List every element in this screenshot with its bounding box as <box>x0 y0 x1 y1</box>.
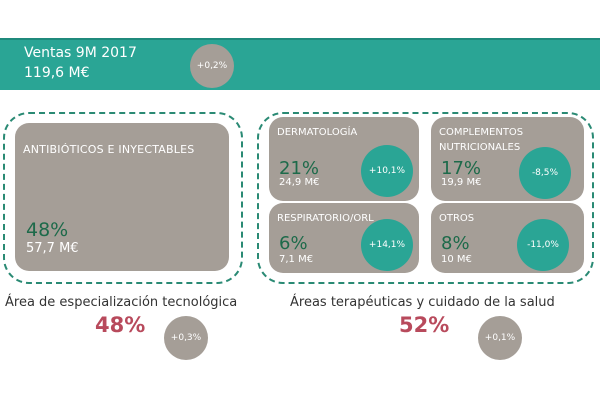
tile-change-badge: +14,1% <box>361 219 413 271</box>
tile-dermatologia: DERMATOLOGÍA 21% 24,9 M€ +10,1% <box>269 117 419 201</box>
tile-title: COMPLEMENTOS NUTRICIONALES <box>439 127 524 153</box>
terapeuticas-group-border <box>257 112 594 284</box>
tile-title: OTROS <box>439 213 475 224</box>
tile-value: 19,9 M€ <box>441 177 482 188</box>
tile-percentage: 6% <box>279 233 308 254</box>
tile-value: 24,9 M€ <box>279 177 320 188</box>
tile-value: 10 M€ <box>441 254 472 265</box>
tile-change-badge: -8,5% <box>519 147 571 199</box>
tile-value: 7,1 M€ <box>279 254 314 265</box>
banner-title: Ventas 9M 2017 <box>24 45 137 61</box>
tile-title: DERMATOLOGÍA <box>277 127 358 138</box>
tecnologica-share: 48% <box>95 313 146 337</box>
tile-percentage: 48% <box>26 219 69 241</box>
tecnologica-caption: Área de especialización tecnológica <box>5 295 238 310</box>
tile-otros: OTROS 8% 10 M€ -11,0% <box>431 203 584 273</box>
terapeuticas-share: 52% <box>399 313 450 337</box>
tecnologica-group-border <box>3 112 243 284</box>
tile-value: 57,7 M€ <box>26 241 79 256</box>
tile-change-badge: -11,0% <box>517 219 569 271</box>
sales-banner: Ventas 9M 2017 119,6 M€ +0,2% <box>0 38 600 90</box>
tile-respiratorio-orl: RESPIRATORIO/ORL 6% 7,1 M€ +14,1% <box>269 203 419 273</box>
terapeuticas-change-badge: +0,1% <box>478 316 522 360</box>
tile-title: RESPIRATORIO/ORL <box>277 213 374 224</box>
banner-total: 119,6 M€ <box>24 65 90 81</box>
tile-complementos-nutricionales: COMPLEMENTOS NUTRICIONALES 17% 19,9 M€ -… <box>431 117 584 201</box>
terapeuticas-caption: Áreas terapéuticas y cuidado de la salud <box>290 295 555 310</box>
tile-change-badge: +10,1% <box>361 145 413 197</box>
tile-antibioticos: ANTIBIÓTICOS E INYECTABLES 48% 57,7 M€ <box>15 123 229 271</box>
tile-percentage: 17% <box>441 158 482 179</box>
tecnologica-change-badge: +0,3% <box>164 316 208 360</box>
tile-percentage: 8% <box>441 233 470 254</box>
banner-change-badge: +0,2% <box>190 44 234 88</box>
tile-title: ANTIBIÓTICOS E INYECTABLES <box>23 143 195 156</box>
tile-percentage: 21% <box>279 158 320 179</box>
